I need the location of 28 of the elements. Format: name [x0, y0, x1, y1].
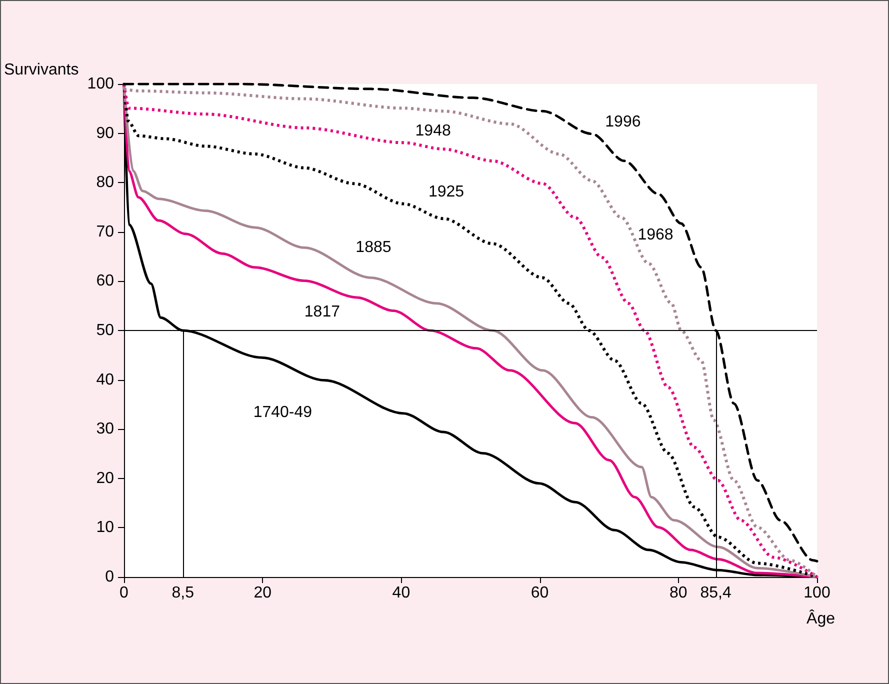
- y-tick-label: 30: [96, 420, 114, 438]
- x-tick-label: 8,5: [172, 584, 194, 602]
- series-label: 1948: [415, 122, 451, 140]
- series-label: 1925: [428, 183, 464, 200]
- series-label: 1996: [605, 113, 641, 130]
- series-label: 1740-49: [253, 404, 312, 421]
- y-tick-label: 0: [105, 568, 114, 586]
- x-tick-label: 0: [120, 584, 129, 602]
- y-tick-label: 50: [96, 322, 114, 339]
- y-tick-label: 70: [96, 223, 114, 240]
- y-tick-label: 100: [87, 76, 114, 92]
- y-tick-label: 20: [96, 470, 114, 487]
- x-tick-label: 100: [804, 584, 830, 602]
- x-tick-label: 60: [530, 584, 549, 602]
- series-label: 1817: [304, 303, 340, 320]
- x-axis-title: Âge: [806, 610, 836, 628]
- x-tick-label: 20: [254, 584, 272, 602]
- series-label: 1968: [638, 226, 674, 244]
- y-tick-label: 90: [96, 124, 114, 142]
- y-tick-label: 60: [96, 272, 114, 290]
- series-label: 1885: [356, 239, 392, 256]
- y-tick-label: 10: [96, 519, 114, 536]
- x-tick-label: 80: [670, 584, 688, 602]
- y-tick-label: 40: [96, 371, 114, 388]
- y-tick-label: 80: [96, 174, 114, 192]
- y-axis-title: Survivants: [4, 62, 79, 78]
- x-tick-label: 85,4: [700, 584, 732, 602]
- x-tick-label: 40: [392, 584, 410, 602]
